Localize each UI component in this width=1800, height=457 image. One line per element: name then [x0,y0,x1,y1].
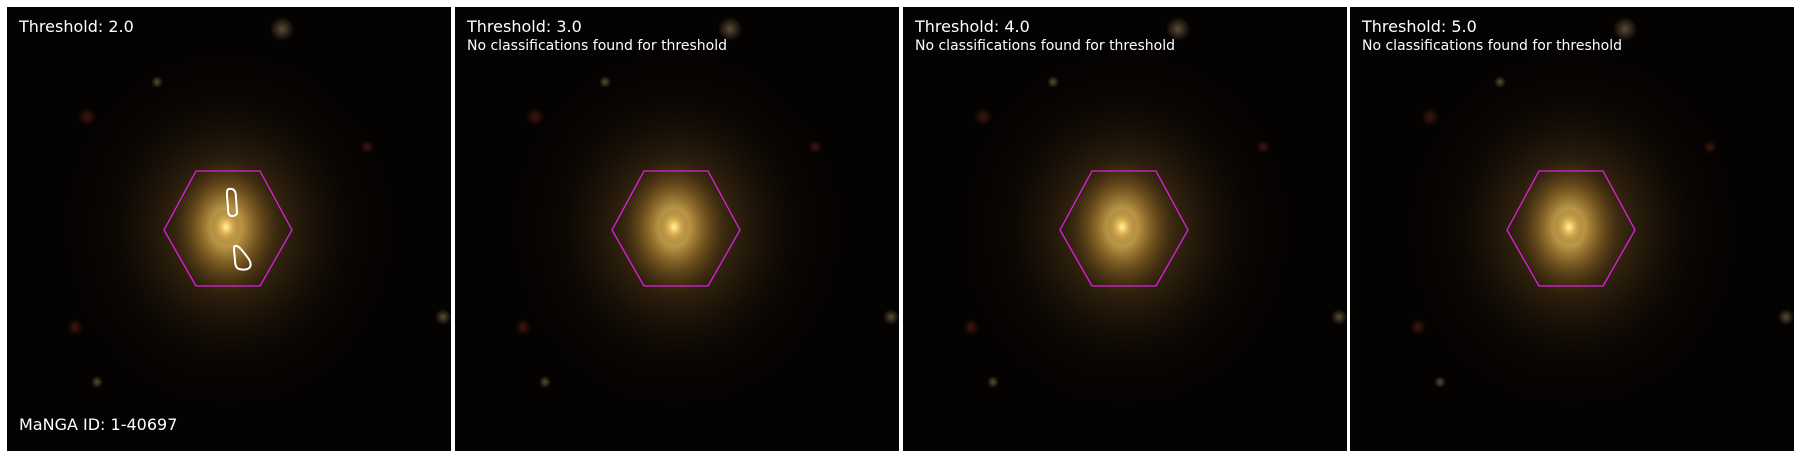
panel-threshold-4: Threshold: 5.0 No classifications found … [1350,7,1794,451]
classification-contour [232,244,252,271]
panel-threshold-1: Threshold: 2.0 MaNGA ID: 1-40697 [7,7,451,451]
ifu-hexagon [1506,170,1636,287]
galaxy-image [903,7,1347,451]
manga-id-label: MaNGA ID: 1-40697 [19,415,178,434]
threshold-label: Threshold: 3.0 [467,17,582,36]
panel-threshold-3: Threshold: 4.0 No classifications found … [903,7,1347,451]
no-classifications-message: No classifications found for threshold [1362,38,1622,54]
classification-contour [225,187,239,217]
galaxy-image [455,7,899,451]
ifu-hexagon [611,170,741,287]
panel-threshold-2: Threshold: 3.0 No classifications found … [455,7,899,451]
ifu-hexagon [1059,170,1189,287]
threshold-label: Threshold: 5.0 [1362,17,1477,36]
galaxy-image [7,7,451,451]
threshold-label: Threshold: 4.0 [915,17,1030,36]
ifu-hexagon [163,170,293,287]
threshold-label: Threshold: 2.0 [19,17,134,36]
no-classifications-message: No classifications found for threshold [467,38,727,54]
no-classifications-message: No classifications found for threshold [915,38,1175,54]
galaxy-image [1350,7,1794,451]
